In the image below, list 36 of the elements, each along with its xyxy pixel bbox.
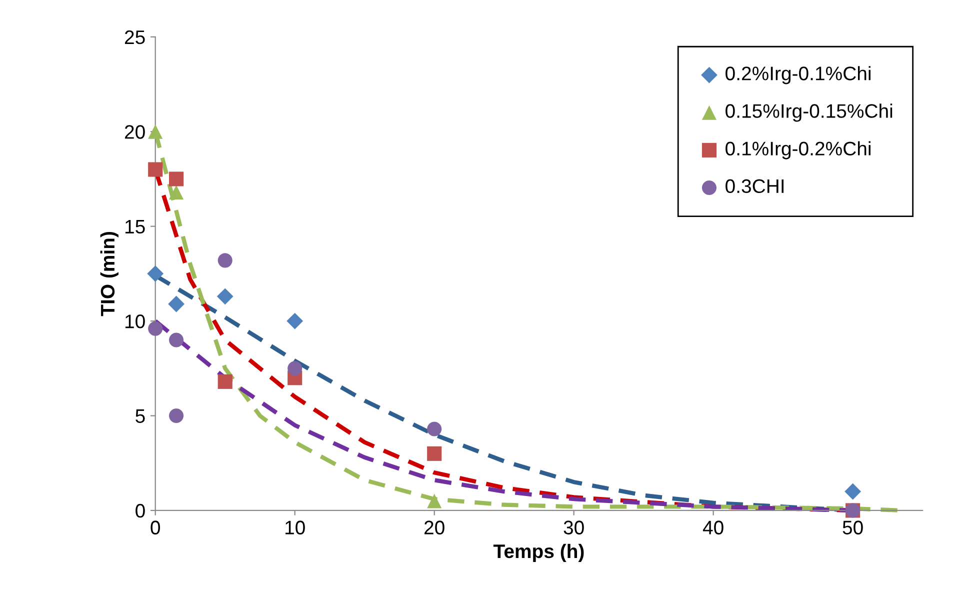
y-tick-label: 5 [136, 409, 145, 423]
point [147, 265, 164, 282]
x-tick-label: 30 [564, 520, 584, 534]
point [169, 184, 184, 200]
point [218, 253, 232, 268]
y-tick-label: 10 [125, 314, 145, 328]
x-tick-label: 20 [424, 520, 444, 534]
point [427, 422, 442, 436]
point [286, 312, 304, 330]
point [148, 162, 163, 177]
point [427, 446, 442, 461]
point [169, 408, 184, 424]
x-tick-label: 0 [150, 520, 160, 534]
legend-label: 0.1%Irg-0.2%Chi [726, 141, 870, 160]
point [844, 483, 862, 500]
x-axis-title: Temps (h) [493, 544, 584, 562]
legend-label: 0.3CHI [726, 179, 784, 194]
y-tick-label: 20 [124, 125, 145, 139]
y-tick-label: 15 [125, 220, 145, 234]
point [427, 494, 442, 508]
y-tick-label: 25 [124, 30, 145, 44]
point [168, 296, 184, 312]
point [216, 288, 234, 305]
y-axis-title: TIO (min) [100, 232, 118, 316]
x-tick-label: 10 [286, 520, 305, 534]
y-tick-label: 0 [136, 504, 145, 518]
point [169, 332, 184, 348]
x-tick-label: 50 [842, 520, 863, 534]
legend-label: 0.2%Irg-0.1%Chi [726, 66, 870, 84]
point [218, 374, 232, 389]
x-tick-label: 40 [702, 520, 724, 534]
point [148, 124, 163, 139]
point [148, 321, 163, 336]
point [169, 172, 184, 186]
legend-label: 0.15%Irg-0.15%Chi [726, 104, 892, 122]
point [288, 361, 302, 376]
